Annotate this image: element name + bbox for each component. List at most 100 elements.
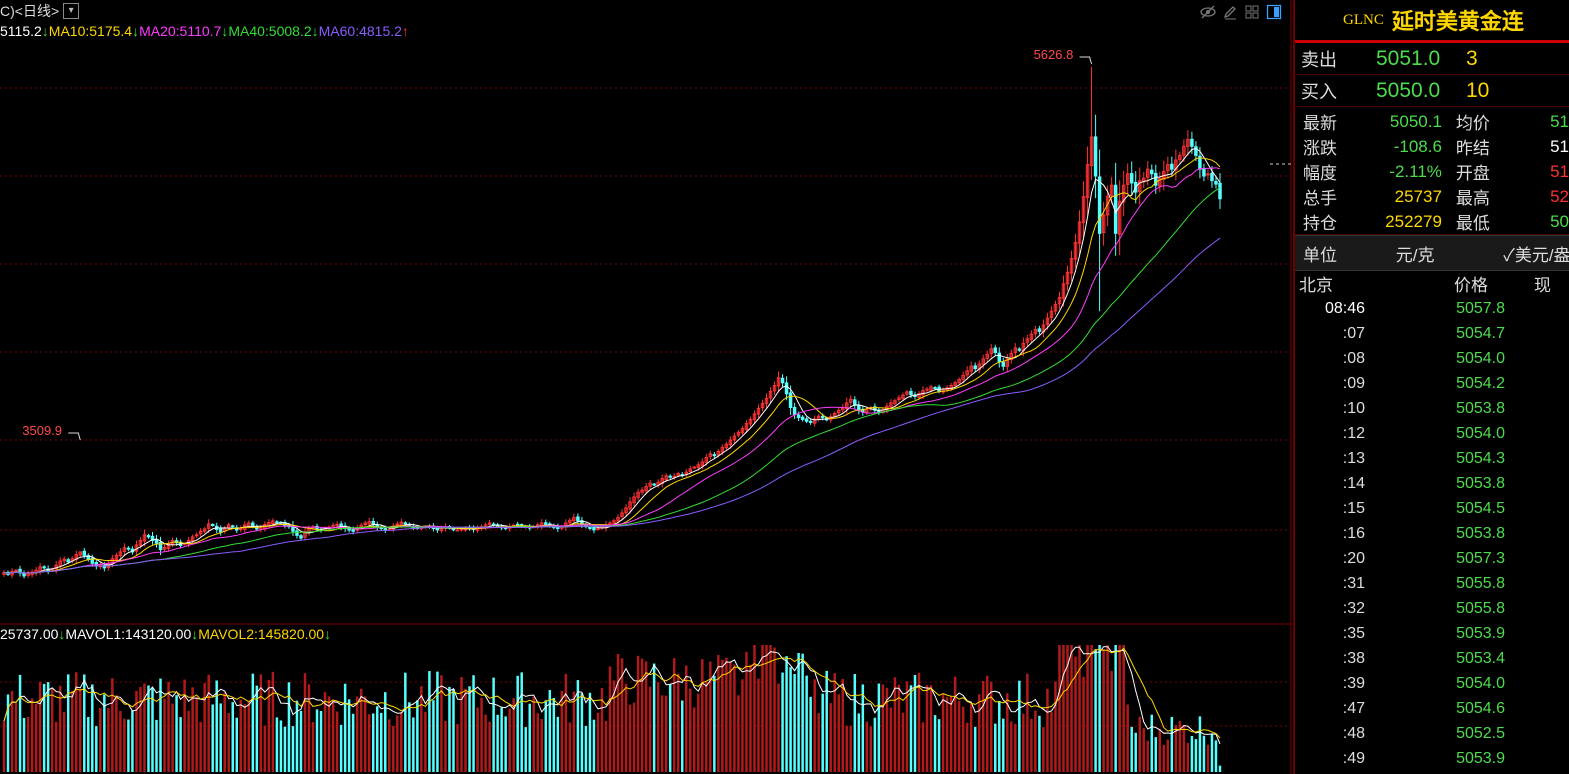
candle-body — [1097, 176, 1102, 234]
volume-bar — [379, 712, 383, 772]
volume-bar — [865, 721, 869, 772]
volume-bar — [1174, 724, 1178, 772]
volume-bar — [1006, 693, 1009, 772]
candle-body — [692, 466, 697, 469]
candle-body — [664, 475, 668, 480]
volume-bar — [616, 653, 620, 772]
volume-bar — [945, 696, 949, 772]
candle-body — [58, 560, 62, 567]
ma-legend-item-3: MA40:5008.2 — [228, 23, 312, 39]
tick-list[interactable]: 08:46 5057.8:07 5054.7:08 5054.0:09 5054.2:1… — [1295, 296, 1569, 771]
candle-body — [1065, 271, 1070, 285]
bid-row[interactable]: 买入 5050.0 10 — [1295, 75, 1569, 107]
volume-bar — [524, 727, 527, 772]
period-dropdown-icon[interactable]: ▾ — [63, 3, 80, 19]
kline-chart[interactable]: 5626.8 3509.9 — [0, 0, 1292, 774]
volume-bar — [14, 703, 18, 772]
stat-value: 51 — [1550, 136, 1569, 156]
candle-body — [271, 520, 275, 524]
period-label[interactable]: C)<日线> — [0, 3, 60, 19]
volume-bar — [1218, 765, 1222, 772]
tick-row: :14 5053.8 — [1295, 471, 1569, 496]
volume-bar — [500, 707, 503, 772]
tick-row: :49 5053.9 — [1295, 746, 1569, 771]
panel-icon[interactable] — [1266, 4, 1282, 20]
candle-body — [792, 407, 797, 415]
tick-time: :16 — [1342, 524, 1365, 542]
candle-body — [194, 534, 199, 537]
volume-bar — [1134, 732, 1137, 772]
tick-time: :12 — [1342, 424, 1365, 442]
volume-bar — [600, 688, 604, 772]
volume-bar — [544, 700, 548, 772]
eye-icon[interactable] — [1200, 4, 1216, 20]
volume-bar — [604, 720, 608, 772]
grid-icon[interactable] — [1244, 4, 1260, 20]
ask-row[interactable]: 卖出 5051.0 3 — [1295, 43, 1569, 75]
candle-body — [1129, 173, 1134, 184]
unit-option-cny-gram[interactable]: 元/克 — [1395, 245, 1435, 265]
volume-bar — [74, 672, 78, 772]
volume-bar — [660, 695, 664, 772]
vol-legend-item-2: MAVOL2:145820.00 — [198, 626, 325, 642]
candle-body — [748, 418, 753, 425]
stat-row: 最新 5050.1 均价 51 — [1295, 109, 1569, 134]
volume-bar — [1150, 714, 1154, 772]
pencil-icon[interactable] — [1222, 4, 1238, 20]
tick-price: 5054.5 — [1456, 499, 1505, 517]
volume-bar — [46, 682, 50, 772]
volume-bar — [143, 683, 146, 772]
ma10-line — [3, 157, 1221, 574]
volume-bar — [516, 675, 519, 772]
tick-price: 5052.5 — [1456, 724, 1505, 742]
candle-body — [1190, 138, 1194, 147]
candle-body — [90, 557, 95, 564]
volume-bar — [925, 685, 929, 772]
stat-row: 幅度 -2.11% 开盘 51 — [1295, 159, 1569, 184]
tick-price: 5053.4 — [1456, 649, 1505, 667]
candle-body — [275, 521, 279, 524]
candle-body — [22, 572, 26, 577]
volume-bar — [444, 720, 447, 772]
kline-chart-area[interactable]: 5626.8 3509.9 C)<日线> ▾ 5115.2↓MA10:5175.4… — [0, 0, 1292, 774]
volume-bar — [58, 685, 62, 772]
volume-bar — [62, 711, 66, 772]
volume-bar — [853, 674, 857, 772]
candle-body — [190, 536, 195, 542]
candle-body — [363, 522, 367, 526]
volume-bar — [1138, 716, 1141, 772]
low-price-pointer — [68, 432, 81, 441]
volume-bar — [1046, 688, 1049, 772]
volume-bar — [753, 645, 756, 772]
tick-price: 5054.3 — [1456, 449, 1505, 467]
volume-bar — [367, 714, 371, 772]
candle-body — [1170, 163, 1174, 170]
volume-bar — [219, 703, 222, 772]
vol-legend-item-arrow-1: ↓ — [191, 626, 199, 642]
volume-bar — [327, 696, 331, 772]
volume-bar — [50, 687, 54, 772]
volume-bar — [54, 721, 58, 772]
candle-body — [901, 394, 905, 399]
candle-body — [1057, 297, 1062, 305]
tick-time: :38 — [1342, 649, 1365, 667]
tick-row: :31 5055.8 — [1295, 571, 1569, 596]
tick-row: :32 5055.8 — [1295, 596, 1569, 621]
volume-bar — [26, 716, 30, 772]
candle-body — [218, 528, 223, 533]
volume-bar — [801, 653, 804, 772]
volume-bar — [1086, 645, 1089, 772]
volume-bar — [809, 696, 812, 772]
volume-bar — [680, 700, 684, 772]
candle-body — [1017, 348, 1022, 351]
candle-body — [544, 522, 548, 525]
candle-body — [756, 407, 761, 415]
volume-bar — [817, 713, 820, 772]
candle-body — [18, 568, 22, 574]
candle-body — [1218, 182, 1222, 200]
ma-legend-item-4: MA60:4815.2 — [318, 23, 402, 39]
candle-body — [965, 370, 969, 376]
unit-option-usd-oz[interactable]: ✓美元/盎 — [1503, 245, 1569, 265]
volume-bar — [1162, 745, 1166, 772]
volume-bar — [1094, 649, 1097, 772]
